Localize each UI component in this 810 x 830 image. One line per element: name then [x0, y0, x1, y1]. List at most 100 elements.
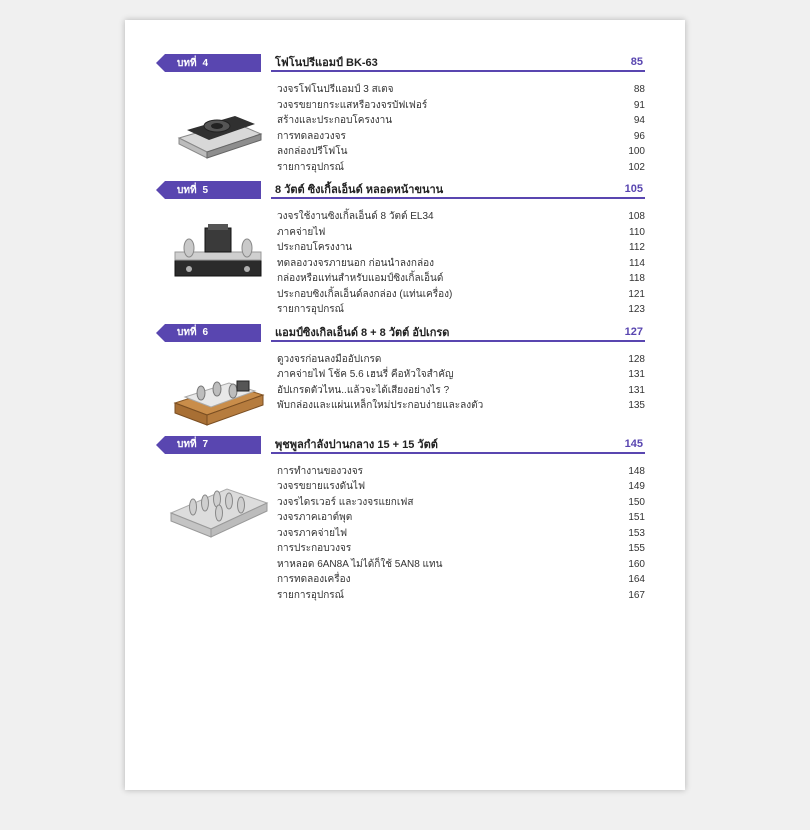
toc-entry-page: 151 [611, 510, 645, 526]
toc-entry: สร้างและประกอบโครงงาน 94 [277, 113, 645, 129]
toc-entry-text: พับกล่องและแผ่นเหล็กใหม่ประกอบง่ายและลงต… [277, 398, 483, 414]
toc-entry: วงจรขยายกระแสหรือวงจรบัฟเฟอร์ 91 [277, 98, 645, 114]
toc-entry-text: ทดลองวงจรภายนอก ก่อนนำลงกล่อง [277, 256, 434, 272]
toc-entry: ดูวงจรก่อนลงมืออัปเกรด128 [277, 352, 645, 368]
toc-entry: ภาคจ่ายไฟ 110 [277, 225, 645, 241]
toc-entry: ภาคจ่ายไฟ โช้ค 5.6 เฮนรี่ คือหัวใจสำคัญ1… [277, 367, 645, 383]
chapter-tab-label: บทที่ [165, 325, 197, 340]
chapter-entries: วงจรใช้งานซิงเกิ้ลเอ็นด์ 8 วัตต์ EL34 108… [271, 209, 645, 318]
toc-entry-text: วงจรใช้งานซิงเกิ้ลเอ็นด์ 8 วัตต์ EL34 [277, 209, 434, 225]
toc-entry-page: 164 [611, 572, 645, 588]
toc-entry-text: การทำงานของวงจร [277, 464, 363, 480]
toc-entry-text: รายการอุปกรณ์ [277, 302, 344, 318]
toc-entry-text: วงจรภาคจ่ายไฟ [277, 526, 347, 542]
toc-entry-page: 94 [611, 113, 645, 129]
toc-entry-page: 123 [611, 302, 645, 318]
toc-entry-page: 102 [611, 160, 645, 176]
chapter-title-row: พุชพูลกำลังปานกลาง 15 + 15 วัตต์145 [271, 436, 645, 454]
toc-entry-text: วงจรขยายแรงดันไฟ [277, 479, 365, 495]
toc-entry-text: รายการอุปกรณ์ [277, 160, 344, 176]
toc-entry-page: 167 [611, 588, 645, 604]
toc-entry-page: 96 [611, 129, 645, 145]
chapter-thumbnail [165, 82, 271, 160]
toc-entry-text: อัปเกรดตัวไหน..แล้วจะได้เสียงอย่างไร ? [277, 383, 449, 399]
toc-entry-page: 121 [611, 287, 645, 303]
toc-entry: ประกอบโครงงาน 112 [277, 240, 645, 256]
chapters-container: บทที่4โฟโนปรีแอมป์ BK-6385 วงจรโฟโนปรีแอ… [165, 54, 645, 603]
toc-entry-page: 128 [611, 352, 645, 368]
chapter-thumbnail [165, 464, 271, 542]
toc-page: บทที่4โฟโนปรีแอมป์ BK-6385 วงจรโฟโนปรีแอ… [125, 20, 685, 790]
chapter-title: 8 วัตต์ ซิงเกิ้ลเอ็นด์ หลอดหน้าขนาน [275, 180, 443, 198]
toc-entry-text: การประกอบวงจร [277, 541, 351, 557]
chapter-body: วงจรโฟโนปรีแอมป์ 3 สเตจ88วงจรขยายกระแสหร… [165, 82, 645, 175]
toc-entry: รายการอุปกรณ์ 167 [277, 588, 645, 604]
toc-entry-page: 91 [611, 98, 645, 114]
chapter-number: 7 [203, 439, 209, 450]
toc-entry: การทดลองเครื่อง164 [277, 572, 645, 588]
chapter-tab-label: บทที่ [165, 183, 197, 198]
chapter-header: บทที่4โฟโนปรีแอมป์ BK-6385 [165, 54, 645, 72]
chapter-title: โฟโนปรีแอมป์ BK-63 [275, 53, 378, 71]
toc-entry: วงจรขยายแรงดันไฟ149 [277, 479, 645, 495]
chapter-title-row: 8 วัตต์ ซิงเกิ้ลเอ็นด์ หลอดหน้าขนาน105 [271, 181, 645, 199]
toc-entry-text: สร้างและประกอบโครงงาน [277, 113, 392, 129]
toc-entry-text: กล่องหรือแท่นสำหรับแอมป์ซิงเกิ้ลเอ็นด์ [277, 271, 443, 287]
toc-entry-text: รายการอุปกรณ์ [277, 588, 344, 604]
chapter-tab: บทที่ 5 [165, 181, 261, 199]
toc-entry-text: วงจรขยายกระแสหรือวงจรบัฟเฟอร์ [277, 98, 427, 114]
chapter-title-row: โฟโนปรีแอมป์ BK-6385 [271, 54, 645, 72]
toc-entry: วงจรโฟโนปรีแอมป์ 3 สเตจ 88 [277, 82, 645, 98]
chapter-number: 5 [203, 185, 209, 196]
toc-entry: อัปเกรดตัวไหน..แล้วจะได้เสียงอย่างไร ? 13… [277, 383, 645, 399]
toc-entry: รายการอุปกรณ์ 102 [277, 160, 645, 176]
toc-entry-text: ลงกล่องปรีโฟโน [277, 144, 347, 160]
toc-entry-page: 135 [611, 398, 645, 414]
toc-entry-text: วงจรไดรเวอร์ และวงจรแยกเฟส [277, 495, 413, 511]
chapter-title-row: แอมป์ซิงเกิลเอ็นด์ 8 + 8 วัตต์ อัปเกรด 12… [271, 324, 645, 342]
toc-entry: การประกอบวงจร155 [277, 541, 645, 557]
chapter-tab-label: บทที่ [165, 437, 197, 452]
toc-entry-text: ภาคจ่ายไฟ [277, 225, 325, 241]
chapter-body: วงจรใช้งานซิงเกิ้ลเอ็นด์ 8 วัตต์ EL34 108… [165, 209, 645, 318]
chapter-entries: ดูวงจรก่อนลงมืออัปเกรด128ภาคจ่ายไฟ โช้ค … [271, 352, 645, 430]
toc-entry-page: 110 [611, 225, 645, 241]
chapter-entries: การทำงานของวงจร148วงจรขยายแรงดันไฟ149วงจ… [271, 464, 645, 604]
toc-entry-page: 150 [611, 495, 645, 511]
chapter-page-number: 145 [625, 438, 643, 450]
toc-entry: รายการอุปกรณ์ 123 [277, 302, 645, 318]
toc-entry-text: การทดลองวงจร [277, 129, 346, 145]
chapter-block: บทที่6แอมป์ซิงเกิลเอ็นด์ 8 + 8 วัตต์ อัป… [165, 324, 645, 430]
toc-entry-page: 112 [611, 240, 645, 256]
chapter-thumbnail [165, 352, 271, 430]
chapter-header: บทที่ 5 8 วัตต์ ซิงเกิ้ลเอ็นด์ หลอดหน้าขนา… [165, 181, 645, 199]
chapter-title: แอมป์ซิงเกิลเอ็นด์ 8 + 8 วัตต์ อัปเกรด [275, 323, 449, 341]
toc-entry: ลงกล่องปรีโฟโน 100 [277, 144, 645, 160]
toc-entry: พับกล่องและแผ่นเหล็กใหม่ประกอบง่ายและลงต… [277, 398, 645, 414]
toc-entry-text: วงจรโฟโนปรีแอมป์ 3 สเตจ [277, 82, 394, 98]
toc-entry: กล่องหรือแท่นสำหรับแอมป์ซิงเกิ้ลเอ็นด์11… [277, 271, 645, 287]
chapter-header: บทที่6แอมป์ซิงเกิลเอ็นด์ 8 + 8 วัตต์ อัป… [165, 324, 645, 342]
chapter-entries: วงจรโฟโนปรีแอมป์ 3 สเตจ88วงจรขยายกระแสหร… [271, 82, 645, 175]
chapter-block: บทที่4โฟโนปรีแอมป์ BK-6385 วงจรโฟโนปรีแอ… [165, 54, 645, 175]
toc-entry-page: 100 [611, 144, 645, 160]
chapter-thumbnail [165, 209, 271, 287]
toc-entry-page: 114 [611, 256, 645, 272]
chapter-body: การทำงานของวงจร148วงจรขยายแรงดันไฟ149วงจ… [165, 464, 645, 604]
toc-entry-text: วงจรภาคเอาต์พุต [277, 510, 352, 526]
chapter-block: บทที่ 5 8 วัตต์ ซิงเกิ้ลเอ็นด์ หลอดหน้าขนา… [165, 181, 645, 318]
toc-entry: วงจรไดรเวอร์ และวงจรแยกเฟส 150 [277, 495, 645, 511]
chapter-tab: บทที่ 7 [165, 436, 261, 454]
toc-entry: วงจรใช้งานซิงเกิ้ลเอ็นด์ 8 วัตต์ EL34 108 [277, 209, 645, 225]
toc-entry-page: 153 [611, 526, 645, 542]
chapter-tab-label: บทที่ [165, 56, 197, 71]
toc-entry-text: ประกอบโครงงาน [277, 240, 352, 256]
toc-entry-page: 131 [611, 383, 645, 399]
toc-entry-page: 160 [611, 557, 645, 573]
toc-entry-page: 148 [611, 464, 645, 480]
chapter-page-number: 127 [625, 326, 643, 338]
toc-entry: การทดลองวงจร 96 [277, 129, 645, 145]
toc-entry-page: 108 [611, 209, 645, 225]
toc-entry-page: 88 [611, 82, 645, 98]
chapter-header: บทที่ 7 พุชพูลกำลังปานกลาง 15 + 15 วัตต์14… [165, 436, 645, 454]
